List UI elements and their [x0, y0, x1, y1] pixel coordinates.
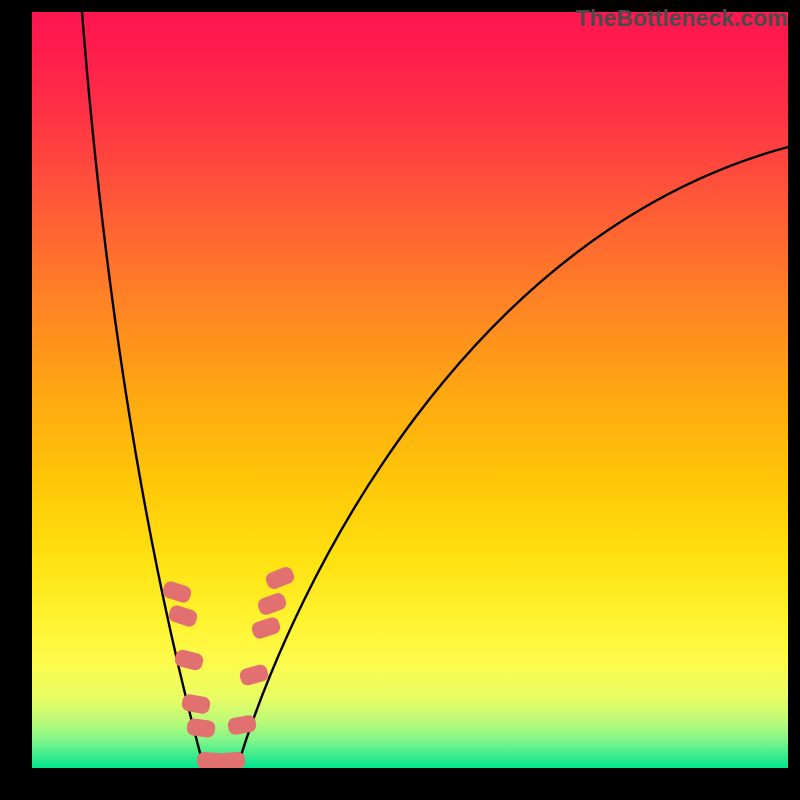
data-marker: [264, 565, 296, 591]
data-marker: [227, 714, 258, 736]
data-marker: [216, 752, 245, 768]
data-marker: [238, 663, 269, 687]
data-marker: [250, 616, 282, 641]
data-marker: [161, 580, 193, 605]
chart-container: TheBottleneck.com: [0, 0, 800, 800]
data-marker: [181, 693, 212, 715]
data-markers: [161, 565, 296, 768]
curve-layer: [32, 12, 788, 768]
data-marker: [256, 591, 288, 617]
watermark-text: TheBottleneck.com: [576, 5, 788, 32]
data-marker: [186, 718, 216, 739]
plot-area: [32, 12, 788, 768]
data-marker: [167, 604, 199, 629]
